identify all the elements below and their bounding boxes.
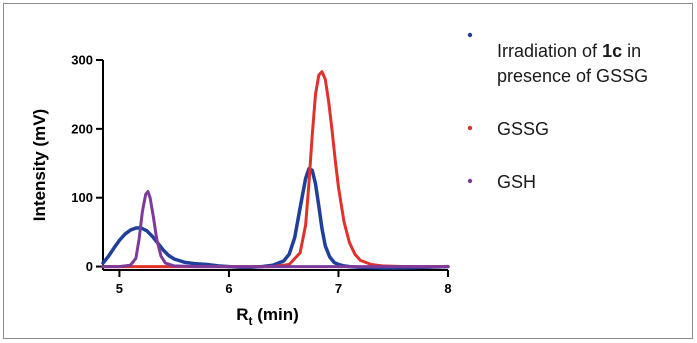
legend-label-3: GSH (497, 172, 536, 192)
legend-marker-1 (467, 32, 473, 38)
legend-label-1: presence of GSSG (497, 66, 648, 86)
x-tick-label: 7 (335, 281, 342, 296)
plot-area (101, 70, 450, 270)
figure-frame (3, 3, 693, 339)
axes: 0 100 200 300 5 6 7 8 Rt (min) Intensity (mV) (30, 53, 452, 329)
legend-label-1: Irradiation of 1c in (497, 41, 641, 61)
x-tick-label: 8 (444, 281, 451, 296)
y-tick-label: 200 (71, 121, 93, 136)
series-line-3 (101, 190, 450, 269)
legend-marker-2 (467, 125, 473, 131)
legend-label-2: GSSG (497, 119, 549, 139)
legend-marker-3 (467, 178, 473, 184)
y-tick-label: 300 (71, 53, 93, 68)
x-tick-label: 5 (116, 281, 123, 296)
x-axis-title: Rt (min) (236, 305, 299, 328)
y-axis-title: Intensity (mV) (30, 109, 49, 221)
series-line-2 (101, 70, 450, 269)
y-tick-label: 100 (71, 190, 93, 205)
x-tick-label: 6 (225, 281, 232, 296)
legend: Irradiation of 1c in presence of GSSG GSSG… (467, 32, 648, 192)
y-tick-label: 0 (86, 259, 93, 274)
